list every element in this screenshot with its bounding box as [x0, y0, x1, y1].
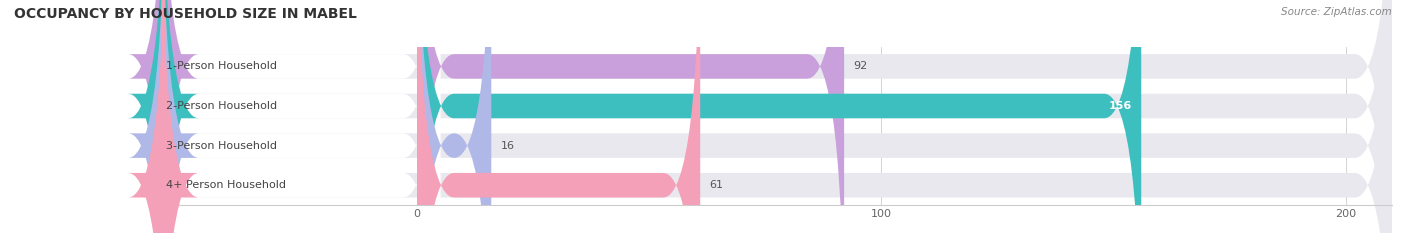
Text: 61: 61	[710, 180, 724, 190]
Text: 3-Person Household: 3-Person Household	[166, 141, 277, 151]
FancyBboxPatch shape	[128, 0, 198, 233]
FancyBboxPatch shape	[162, 0, 1392, 233]
Text: 156: 156	[1109, 101, 1132, 111]
FancyBboxPatch shape	[162, 0, 440, 233]
Text: 1-Person Household: 1-Person Household	[166, 62, 277, 71]
FancyBboxPatch shape	[128, 0, 198, 233]
FancyBboxPatch shape	[418, 0, 844, 233]
FancyBboxPatch shape	[162, 0, 1392, 233]
FancyBboxPatch shape	[418, 0, 1142, 233]
FancyBboxPatch shape	[162, 0, 1392, 233]
FancyBboxPatch shape	[162, 0, 440, 233]
FancyBboxPatch shape	[128, 0, 198, 233]
FancyBboxPatch shape	[162, 0, 1392, 233]
FancyBboxPatch shape	[418, 0, 700, 233]
FancyBboxPatch shape	[162, 0, 440, 233]
Text: 4+ Person Household: 4+ Person Household	[166, 180, 285, 190]
Text: 2-Person Household: 2-Person Household	[166, 101, 277, 111]
Text: Source: ZipAtlas.com: Source: ZipAtlas.com	[1281, 7, 1392, 17]
FancyBboxPatch shape	[128, 0, 198, 233]
FancyBboxPatch shape	[162, 0, 440, 233]
Text: OCCUPANCY BY HOUSEHOLD SIZE IN MABEL: OCCUPANCY BY HOUSEHOLD SIZE IN MABEL	[14, 7, 357, 21]
Text: 16: 16	[501, 141, 515, 151]
Text: 92: 92	[853, 62, 868, 71]
FancyBboxPatch shape	[418, 0, 491, 233]
